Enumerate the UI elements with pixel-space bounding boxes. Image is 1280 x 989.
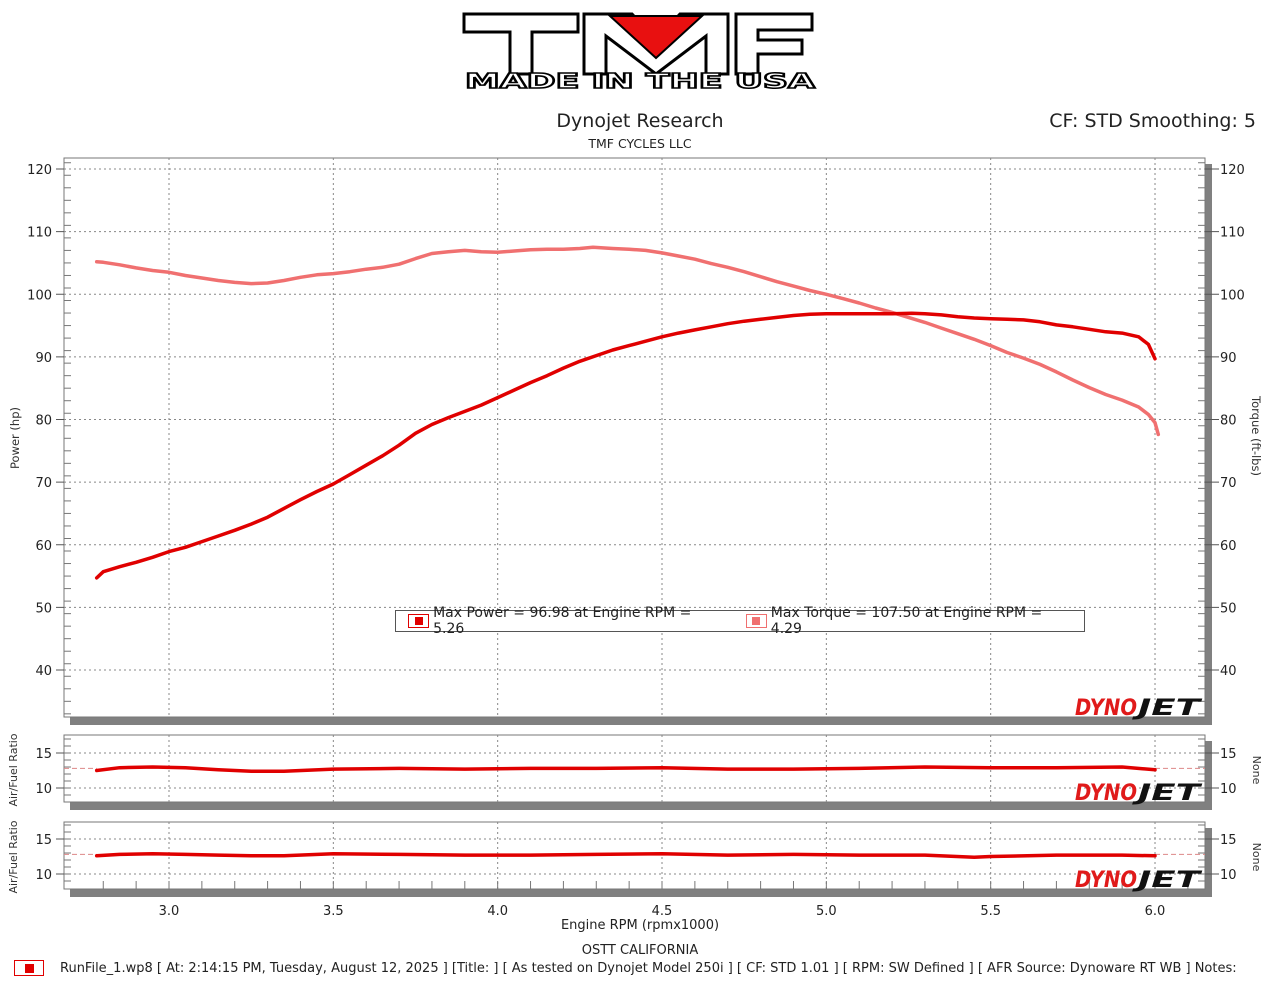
svg-text:DYNO: DYNO [1075,696,1137,721]
afr-axis-label: Air/Fuel Ratio [7,820,20,893]
legend-power-label: Max Power = 96.98 at Engine RPM = 5.26 [433,605,692,637]
svg-text:JET: JET [1132,696,1204,721]
y-tick-left: 15 [35,833,52,848]
y-tick-left: 40 [35,664,52,679]
x-tick-label: 3.0 [159,904,180,919]
afr-curve [94,765,1157,773]
legend-item-power: Max Power = 96.98 at Engine RPM = 5.26 [396,605,714,637]
y-tick-left: 10 [35,868,52,883]
frame-shadow-bottom [70,889,1211,897]
tmf-logo: MADE IN THE USA [462,12,817,92]
power-swatch-icon [408,614,430,628]
frame-shadow-right [1205,828,1212,897]
logo-subtitle: MADE IN THE USA [465,69,816,92]
y-tick-right: 120 [1220,163,1245,178]
axis-ticks [56,162,1219,889]
afr-axis-label: Air/Fuel Ratio [7,733,20,806]
y-axis-label-right: Torque (ft-lbs) [1249,395,1263,476]
logo-f [734,12,814,76]
chart-title: Dynojet Research [556,110,724,132]
data-curves [64,245,1205,859]
y-tick-left: 10 [35,782,52,797]
correction-factor-label: CF: STD Smoothing: 5 [1049,110,1256,132]
frame-shadow-right [1205,741,1212,810]
y-tick-left: 100 [27,288,52,303]
y-tick-right: 100 [1220,288,1245,303]
y-tick-right: 90 [1220,351,1237,366]
x-tick-label: 4.5 [652,904,673,919]
afr-curve [94,851,1157,859]
x-tick-label: 3.5 [323,904,344,919]
afr-axis-label-right: None [1250,843,1263,872]
location-label: OSTT CALIFORNIA [581,943,699,958]
afr-axis-label-right: None [1250,756,1263,785]
y-tick-left: 120 [27,163,52,178]
y-tick-right: 110 [1220,226,1245,241]
x-tick-label: 5.5 [980,904,1001,919]
run-info: RunFile_1.wp8 [ At: 2:14:15 PM, Tuesday,… [14,960,1237,976]
y-tick-left: 110 [27,226,52,241]
y-tick-right: 40 [1220,664,1237,679]
y-tick-right: 50 [1220,601,1237,616]
y-tick-left: 80 [35,414,52,429]
svg-text:JET: JET [1132,868,1204,893]
y-tick-left: 15 [35,747,52,762]
y-tick-right: 10 [1220,782,1237,797]
run-info-text: RunFile_1.wp8 [ At: 2:14:15 PM, Tuesday,… [60,960,1237,976]
x-axis-label: Engine RPM (rpmx1000) [560,918,720,933]
legend-torque-label: Max Torque = 107.50 at Engine RPM = 4.29 [770,605,1043,637]
y-tick-left: 60 [35,539,52,554]
torque-swatch-icon [745,614,767,628]
x-tick-label: 4.0 [487,904,508,919]
run-color-swatch-icon[interactable] [14,960,44,976]
x-tick-label: 5.0 [816,904,837,919]
axis-labels: 40 40 50 50 60 60 70 70 80 80 90 90 100 100 110 110 120 1… [7,163,1263,919]
svg-text:JET: JET [1132,781,1204,806]
legend-item-torque: Max Torque = 107.50 at Engine RPM = 4.29 [734,605,1064,637]
y-tick-left: 90 [35,351,52,366]
svg-text:DYNO: DYNO [1075,868,1137,893]
plot-frames [63,157,1212,897]
y-tick-right: 15 [1220,833,1237,848]
chart-subtitle: TMF CYCLES LLC [588,136,692,151]
y-tick-right: 60 [1220,539,1237,554]
y-tick-left: 50 [35,601,52,616]
frame-shadow-bottom [70,717,1211,725]
logo-m [582,12,730,76]
frame-shadow-bottom [70,802,1211,810]
torque-curve [94,245,1161,437]
y-axis-label-left: Power (hp) [8,407,22,469]
y-tick-right: 10 [1220,868,1237,883]
y-tick-right: 80 [1220,414,1237,429]
chart-legend: Max Power = 96.98 at Engine RPM = 5.26 M… [395,605,1085,637]
x-tick-label: 6.0 [1145,904,1166,919]
frame-shadow-right [1205,164,1212,725]
y-tick-right: 15 [1220,747,1237,762]
y-tick-right: 70 [1220,476,1237,491]
power-curve [94,311,1157,580]
logo-t [462,12,580,76]
y-tick-left: 70 [35,476,52,491]
svg-text:DYNO: DYNO [1075,781,1137,806]
